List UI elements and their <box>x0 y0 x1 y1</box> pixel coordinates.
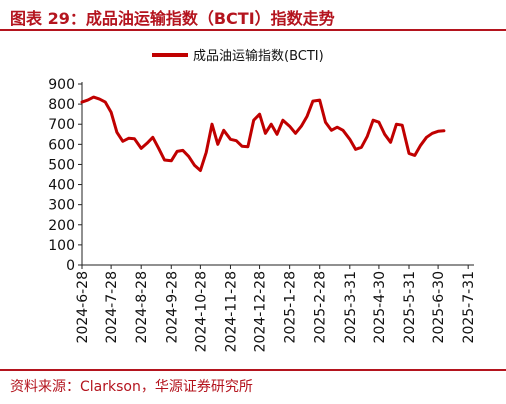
data-point <box>176 150 178 153</box>
x-tick-label: 2024-7-28 <box>104 271 120 343</box>
figure-header: 图表 29：成品油运输指数（BCTI）指数走势 <box>0 0 506 30</box>
data-point <box>163 159 166 161</box>
data-point <box>360 146 363 149</box>
data-point <box>342 129 344 132</box>
data-point <box>235 139 238 142</box>
series-layer <box>80 95 446 172</box>
data-point <box>247 145 249 148</box>
x-tick-label: 2025-3-31 <box>343 271 359 343</box>
y-tick-label: 600 <box>48 137 75 153</box>
data-point <box>241 145 243 148</box>
x-tick-label: 2024-9-28 <box>164 271 180 343</box>
data-point <box>199 169 202 172</box>
data-point <box>414 154 416 157</box>
data-point <box>336 126 339 128</box>
footer-divider <box>0 369 506 371</box>
data-point <box>81 101 83 103</box>
data-point <box>401 124 404 126</box>
data-point <box>354 148 357 151</box>
x-tick-label: 2025-7-31 <box>461 271 477 343</box>
data-point <box>437 130 439 133</box>
data-point <box>258 113 261 115</box>
data-point <box>300 125 303 127</box>
data-point <box>349 138 351 141</box>
data-point <box>408 152 410 155</box>
data-point <box>366 135 369 138</box>
y-tick-label: 200 <box>48 218 75 234</box>
data-point <box>306 115 308 117</box>
data-point <box>443 129 445 132</box>
data-point <box>431 132 434 135</box>
data-point <box>419 144 422 147</box>
data-point <box>264 132 267 135</box>
data-point <box>146 142 148 145</box>
y-tick-label: 800 <box>48 97 75 113</box>
figure-title: 图表 29：成品油运输指数（BCTI）指数走势 <box>10 9 335 28</box>
data-point <box>389 141 392 144</box>
data-point <box>312 100 314 102</box>
data-point <box>140 147 142 150</box>
data-point <box>104 101 107 103</box>
title-divider <box>0 29 506 31</box>
data-point <box>425 136 428 139</box>
data-point <box>372 119 374 121</box>
x-tick-label: 2024-10-28 <box>193 271 209 352</box>
y-tick-label: 700 <box>48 117 75 133</box>
data-point <box>87 99 89 101</box>
data-point <box>193 164 196 167</box>
y-tick-label: 400 <box>48 178 75 194</box>
x-tick-label: 2024-11-28 <box>223 271 239 352</box>
data-point <box>318 99 321 101</box>
data-point <box>383 133 386 136</box>
data-point <box>378 121 380 123</box>
y-axis: 0 100 200 300 400 500 600 700 800 900 <box>48 77 83 274</box>
y-tick-label: 900 <box>48 77 75 93</box>
x-axis: 2024-6-28 2024-7-28 2024-8-28 2024-9-28 2024… <box>75 264 477 352</box>
data-point <box>282 119 284 121</box>
data-point <box>170 160 173 162</box>
source-note: 资料来源：Clarkson，华源证券研究所 <box>10 379 253 395</box>
x-tick-label: 2024-8-28 <box>134 271 150 343</box>
bcti-line-chart: 成品油运输指数(BCTI) 0 100 200 300 400 500 600 700 800 9… <box>48 48 477 352</box>
data-point <box>205 151 207 154</box>
data-point <box>324 121 327 123</box>
x-tick-label: 2025-1-28 <box>283 271 299 343</box>
y-tick-label: 500 <box>48 157 75 173</box>
series-line-bcti <box>80 95 446 172</box>
x-tick-label: 2025-5-31 <box>402 271 418 343</box>
y-tick-label: 100 <box>48 238 75 254</box>
data-point <box>222 129 225 132</box>
y-tick-label: 300 <box>48 198 75 214</box>
x-tick-label: 2025-2-28 <box>313 271 329 343</box>
data-point <box>98 98 101 100</box>
x-tick-label: 2025-6-30 <box>431 271 447 343</box>
data-point <box>133 137 136 140</box>
data-point <box>122 140 124 143</box>
data-point <box>252 119 255 121</box>
data-point <box>276 133 278 136</box>
x-tick-label: 2024-6-28 <box>75 271 91 343</box>
data-point <box>157 147 160 150</box>
x-tick-label: 2024-12-28 <box>253 271 269 352</box>
data-point <box>288 125 291 127</box>
data-point <box>110 111 112 113</box>
data-point <box>152 136 154 139</box>
y-tick-label: 0 <box>66 258 75 274</box>
data-point <box>294 132 297 135</box>
data-point <box>211 123 213 125</box>
data-point <box>116 131 118 134</box>
data-point <box>127 137 130 140</box>
data-point <box>92 96 95 98</box>
data-point <box>330 129 333 132</box>
legend-label: 成品油运输指数(BCTI) <box>193 48 324 64</box>
legend: 成品油运输指数(BCTI) <box>152 48 324 64</box>
x-tick-label: 2025-4-30 <box>372 271 388 343</box>
data-point <box>395 123 398 125</box>
data-point <box>270 123 273 125</box>
data-point <box>187 155 190 158</box>
data-point <box>229 138 232 141</box>
data-point <box>182 149 184 152</box>
data-point <box>217 143 219 146</box>
